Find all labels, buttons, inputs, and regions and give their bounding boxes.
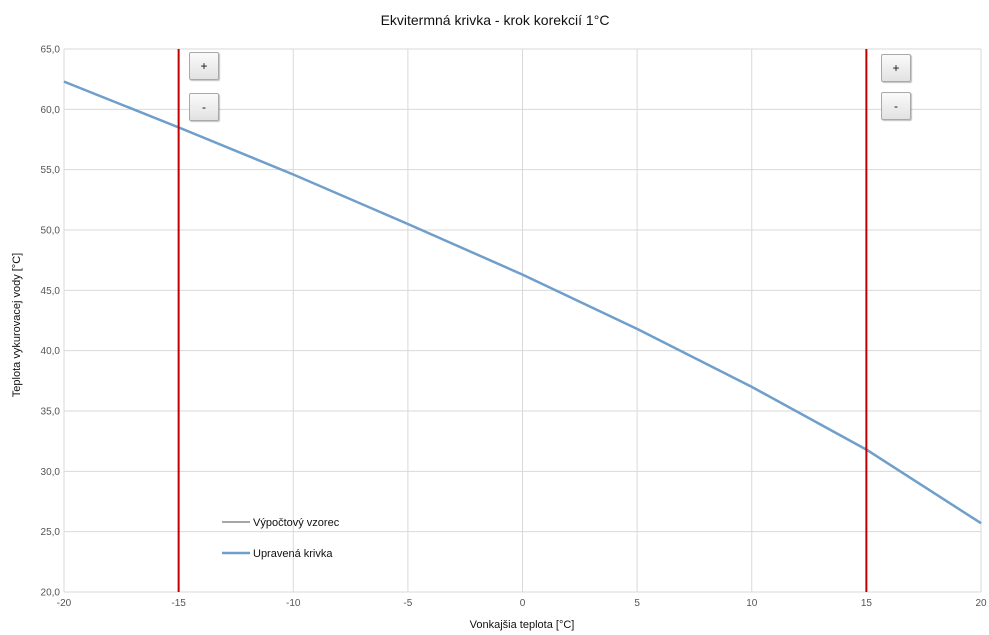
- legend: Výpočtový vzorec Upravená krivka: [222, 517, 340, 560]
- y-tick-label: 35,0: [41, 407, 61, 418]
- legend-label-vypoctovy: Výpočtový vzorec: [253, 517, 340, 529]
- legend-label-upravena: Upravená krivka: [253, 548, 333, 560]
- left-minus-button[interactable]: -: [189, 93, 219, 121]
- y-tick-label: 45,0: [41, 286, 61, 297]
- data-series: [63, 80, 982, 525]
- y-tick-label: 30,0: [41, 467, 61, 478]
- y-tick-label: 40,0: [41, 346, 61, 357]
- right-plus-button[interactable]: +: [881, 54, 911, 82]
- y-axis-label: Teplota vykurovacej vody [°C]: [11, 253, 23, 397]
- left-plus-button[interactable]: +: [189, 52, 219, 80]
- x-axis-label: Vonkajšia teplota [°C]: [470, 619, 575, 631]
- y-tick-label: 20,0: [41, 588, 61, 599]
- chart-title: Ekvitermná krivka - krok korekcií 1°C: [381, 12, 610, 28]
- x-tick-label: -5: [403, 598, 412, 609]
- right-minus-button[interactable]: -: [881, 92, 911, 120]
- x-tick-labels: -20 -15 -10 -5 0 5 10 15 20: [57, 598, 987, 609]
- x-tick-label: 15: [861, 598, 873, 609]
- y-tick-label: 55,0: [41, 165, 61, 176]
- y-tick-label: 60,0: [41, 105, 61, 116]
- x-tick-label: 20: [975, 598, 987, 609]
- x-tick-label: 0: [520, 598, 526, 609]
- x-tick-label: 10: [746, 598, 758, 609]
- x-tick-label: 5: [634, 598, 640, 609]
- series-line-upravena-krivka: [63, 80, 982, 525]
- limit-markers: [177, 49, 868, 592]
- y-tick-label: 25,0: [41, 527, 61, 538]
- x-tick-label: -10: [286, 598, 301, 609]
- x-tick-label: -15: [171, 598, 186, 609]
- y-tick-label: 50,0: [41, 226, 61, 237]
- y-tick-label: 65,0: [41, 45, 61, 56]
- x-tick-label: -20: [57, 598, 72, 609]
- y-tick-labels: 20,0 25,0 30,0 35,0 40,0 45,0 50,0 55,0 60,0 65,0: [41, 45, 61, 599]
